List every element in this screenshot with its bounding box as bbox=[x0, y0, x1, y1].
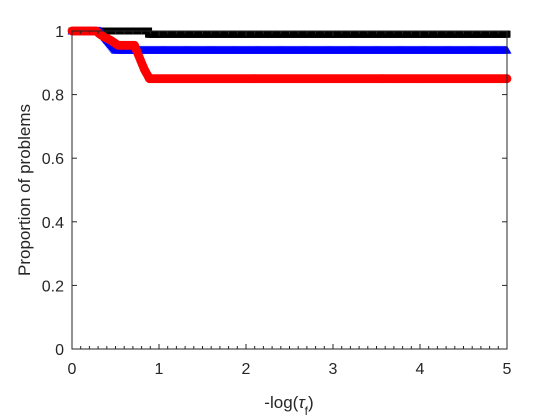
x-tick-label: 2 bbox=[242, 361, 251, 378]
series-circle bbox=[67, 26, 512, 84]
axes-layer: 0 1 2 3 4 5 0 0.2 0.4 0.6 0.8 1 bbox=[42, 24, 512, 378]
x-tick-label: 0 bbox=[68, 361, 77, 378]
y-tick-label: 0.2 bbox=[42, 278, 64, 295]
y-tick-label: 0.4 bbox=[42, 215, 64, 232]
y-tick-label: 0 bbox=[55, 342, 64, 359]
x-axis-label: -log(τf) bbox=[264, 393, 313, 418]
y-tick-label: 0.8 bbox=[42, 88, 64, 105]
y-tick-label: 1 bbox=[55, 24, 64, 41]
x-tick-label: 4 bbox=[416, 361, 425, 378]
x-tick-label: 3 bbox=[329, 361, 338, 378]
y-tick-label: 0.6 bbox=[42, 151, 64, 168]
x-tick-label: 5 bbox=[503, 361, 512, 378]
y-axis-label: Proportion of problems bbox=[15, 104, 34, 276]
x-tick-label: 1 bbox=[155, 361, 164, 378]
